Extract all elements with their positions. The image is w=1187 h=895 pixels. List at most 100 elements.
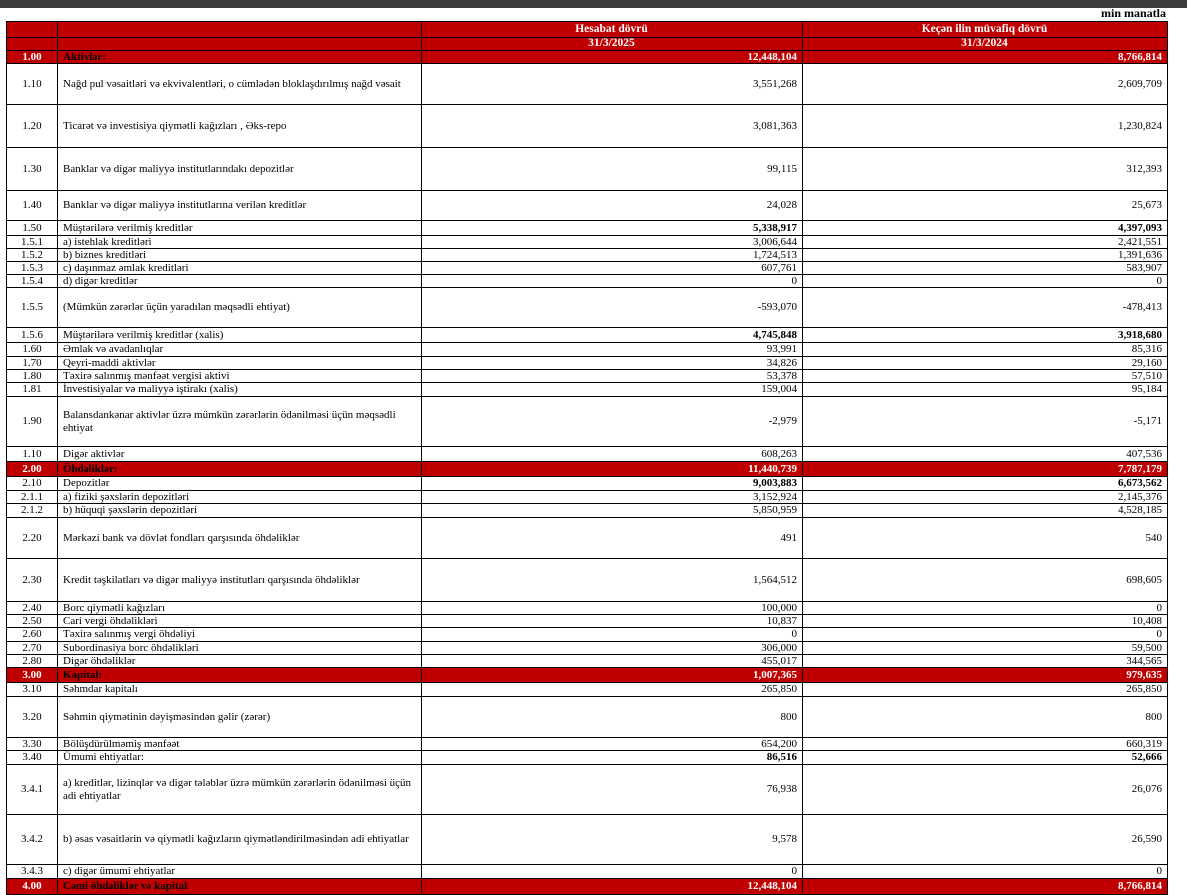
value-previous: 10,408 (1131, 615, 1162, 627)
row-label: b) hüquqi şəxslərin depozitləri (58, 504, 422, 517)
table-row: 1.30 Banklar və digər maliyyə institutlar… (7, 148, 1167, 191)
value-current: 3,551,268 (422, 64, 803, 104)
row-code: 1.5.1 (7, 236, 58, 248)
table-row: 4.00 Cəmi öhdəliklər və kapital 12,448,104… (7, 879, 1167, 894)
current-period-title: Hesabat dövrü (422, 22, 803, 37)
table-row: 1.10 Nağd pul vəsaitləri və ekvivalentlər… (7, 64, 1167, 105)
value-current: 12,448,104 (422, 879, 803, 894)
value-current: 3,081,363 (422, 105, 803, 147)
value-current: 86,516 (422, 751, 803, 764)
value-previous: 0 (1156, 275, 1163, 287)
row-label: Digər aktivlər (58, 447, 422, 461)
value-current: 34,826 (422, 357, 803, 369)
value-previous: 312,393 (1126, 162, 1162, 175)
row-label: Banklar və digər maliyyə institutlarında… (58, 148, 422, 190)
value-previous: 583,907 (1126, 262, 1162, 274)
row-label: Balansdankənar aktivlər üzrə mümkün zərə… (58, 397, 422, 446)
table-row: 1.5.5 (Mümkün zərərlər üçün yaradılan məq… (7, 288, 1167, 328)
row-code: 2.20 (7, 518, 58, 558)
table-row: 1.5.4 d) digər kreditlər 0 0 (7, 275, 1167, 288)
value-previous: 344,565 (1126, 655, 1162, 667)
row-code: 3.20 (7, 697, 58, 737)
table-row: 2.50 Cari vergi öhdəlikləri 10,837 10,408 (7, 615, 1167, 628)
table-row: 1.5.2 b) biznes kreditləri 1,724,513 1,391,… (7, 249, 1167, 262)
value-previous: 265,850 (1126, 683, 1162, 696)
value-current: 10,837 (422, 615, 803, 627)
row-code: 2.50 (7, 615, 58, 627)
value-previous: 0 (1156, 628, 1163, 641)
value-previous: 25,673 (1131, 199, 1162, 212)
value-current: 5,850,959 (422, 504, 803, 517)
value-current: 4,745,848 (422, 328, 803, 342)
value-current: 76,938 (422, 765, 803, 814)
row-label: İnvestisiyalar və maliyyə iştirakı (xali… (58, 383, 422, 396)
value-current: -2,979 (422, 397, 803, 446)
row-code: 1.90 (7, 397, 58, 446)
value-current: 100,000 (422, 602, 803, 614)
row-code: 1.10 (7, 64, 58, 104)
row-code: 2.70 (7, 642, 58, 654)
header-label-cell (58, 38, 422, 50)
row-code: 1.5.4 (7, 275, 58, 287)
value-current: 3,152,924 (422, 491, 803, 503)
row-code: 3.30 (7, 738, 58, 750)
value-previous: 7,787,179 (1118, 462, 1162, 475)
table-row: 1.70 Qeyri-maddi aktivlər 34,826 29,160 (7, 357, 1167, 370)
value-current: 654,200 (422, 738, 803, 750)
value-previous: 95,184 (1131, 383, 1162, 396)
row-code: 1.80 (7, 370, 58, 382)
table-row: 1.80 Təxirə salınmış mənfəət vergisi akti… (7, 370, 1167, 383)
value-current: 0 (422, 628, 803, 641)
unit-note: min manatla (1100, 6, 1166, 20)
row-label: Əmlak və avadanlıqlar (58, 343, 422, 356)
header-code-cell (7, 22, 58, 37)
row-code: 3.40 (7, 751, 58, 764)
table-row: 1.10 Digər aktivlər 608,263 407,536 (7, 447, 1167, 462)
value-current: 1,564,512 (422, 559, 803, 601)
row-label: Kapital: (58, 668, 422, 682)
row-label: Kredit təşkilatları və digər maliyyə ins… (58, 559, 422, 601)
row-code: 1.5.3 (7, 262, 58, 274)
row-label: Öhdəliklər: (58, 462, 422, 476)
row-label: Müştərilərə verilmiş kreditlər (58, 221, 422, 235)
row-label: Subordinasiya borc öhdəlikləri (58, 642, 422, 654)
row-label: Depozitlər (58, 477, 422, 490)
value-previous: 29,160 (1131, 357, 1162, 369)
table-row: 1.90 Balansdankənar aktivlər üzrə mümkün … (7, 397, 1167, 447)
balance-sheet-table: Hesabat dövrü Keçən ilin müvafiq dövrü 3… (6, 21, 1168, 895)
table-row: 3.4.1 a) kreditlər, lizinqlər və digər tə… (7, 765, 1167, 815)
table-row: 3.4.3 c) digər ümumi ehtiyatlar 0 0 (7, 865, 1167, 879)
row-code: 2.1.2 (7, 504, 58, 517)
row-code: 2.00 (7, 462, 58, 476)
value-previous: 4,397,093 (1118, 221, 1162, 234)
value-previous: 8,766,814 (1118, 880, 1162, 893)
row-code: 1.00 (7, 51, 58, 63)
table-row: 3.00 Kapital: 1,007,365 979,635 (7, 668, 1167, 683)
value-current: -593,070 (422, 288, 803, 327)
row-label: Təxirə salınmış mənfəət vergisi aktivi (58, 370, 422, 382)
row-code: 2.60 (7, 628, 58, 641)
row-label: Bölüşdürülməmiş mənfəət (58, 738, 422, 750)
top-black-bar (0, 0, 1187, 8)
value-current: 306,000 (422, 642, 803, 654)
table-row: 2.10 Depozitlər 9,003,883 6,673,562 (7, 477, 1167, 491)
table-row: 1.20 Ticarət və investisiya qiymətli kağı… (7, 105, 1167, 148)
value-current: 455,017 (422, 655, 803, 667)
row-label: Təxirə salınmış vergi öhdəliyi (58, 628, 422, 641)
row-code: 1.30 (7, 148, 58, 190)
row-label: Cari vergi öhdəlikləri (58, 615, 422, 627)
value-current: 800 (422, 697, 803, 737)
table-row: 3.4.2 b) əsas vəsaitlərin və qiymətli kağ… (7, 815, 1167, 865)
table-row: 2.40 Borc qiymətli kağızları 100,000 0 (7, 602, 1167, 615)
row-code: 1.70 (7, 357, 58, 369)
value-current: 12,448,104 (422, 51, 803, 63)
table-row: 2.30 Kredit təşkilatları və digər maliyyə… (7, 559, 1167, 602)
row-label: Cəmi öhdəliklər və kapital (58, 879, 422, 894)
table-row: 1.40 Banklar və digər maliyyə institutlar… (7, 191, 1167, 221)
value-previous: 3,918,680 (1118, 328, 1162, 341)
value-previous: 59,500 (1131, 642, 1162, 654)
header-label-cell (58, 22, 422, 37)
row-code: 1.5.5 (7, 288, 58, 327)
row-code: 3.10 (7, 683, 58, 696)
table-row: 3.10 Səhmdar kapitalı 265,850 265,850 (7, 683, 1167, 697)
